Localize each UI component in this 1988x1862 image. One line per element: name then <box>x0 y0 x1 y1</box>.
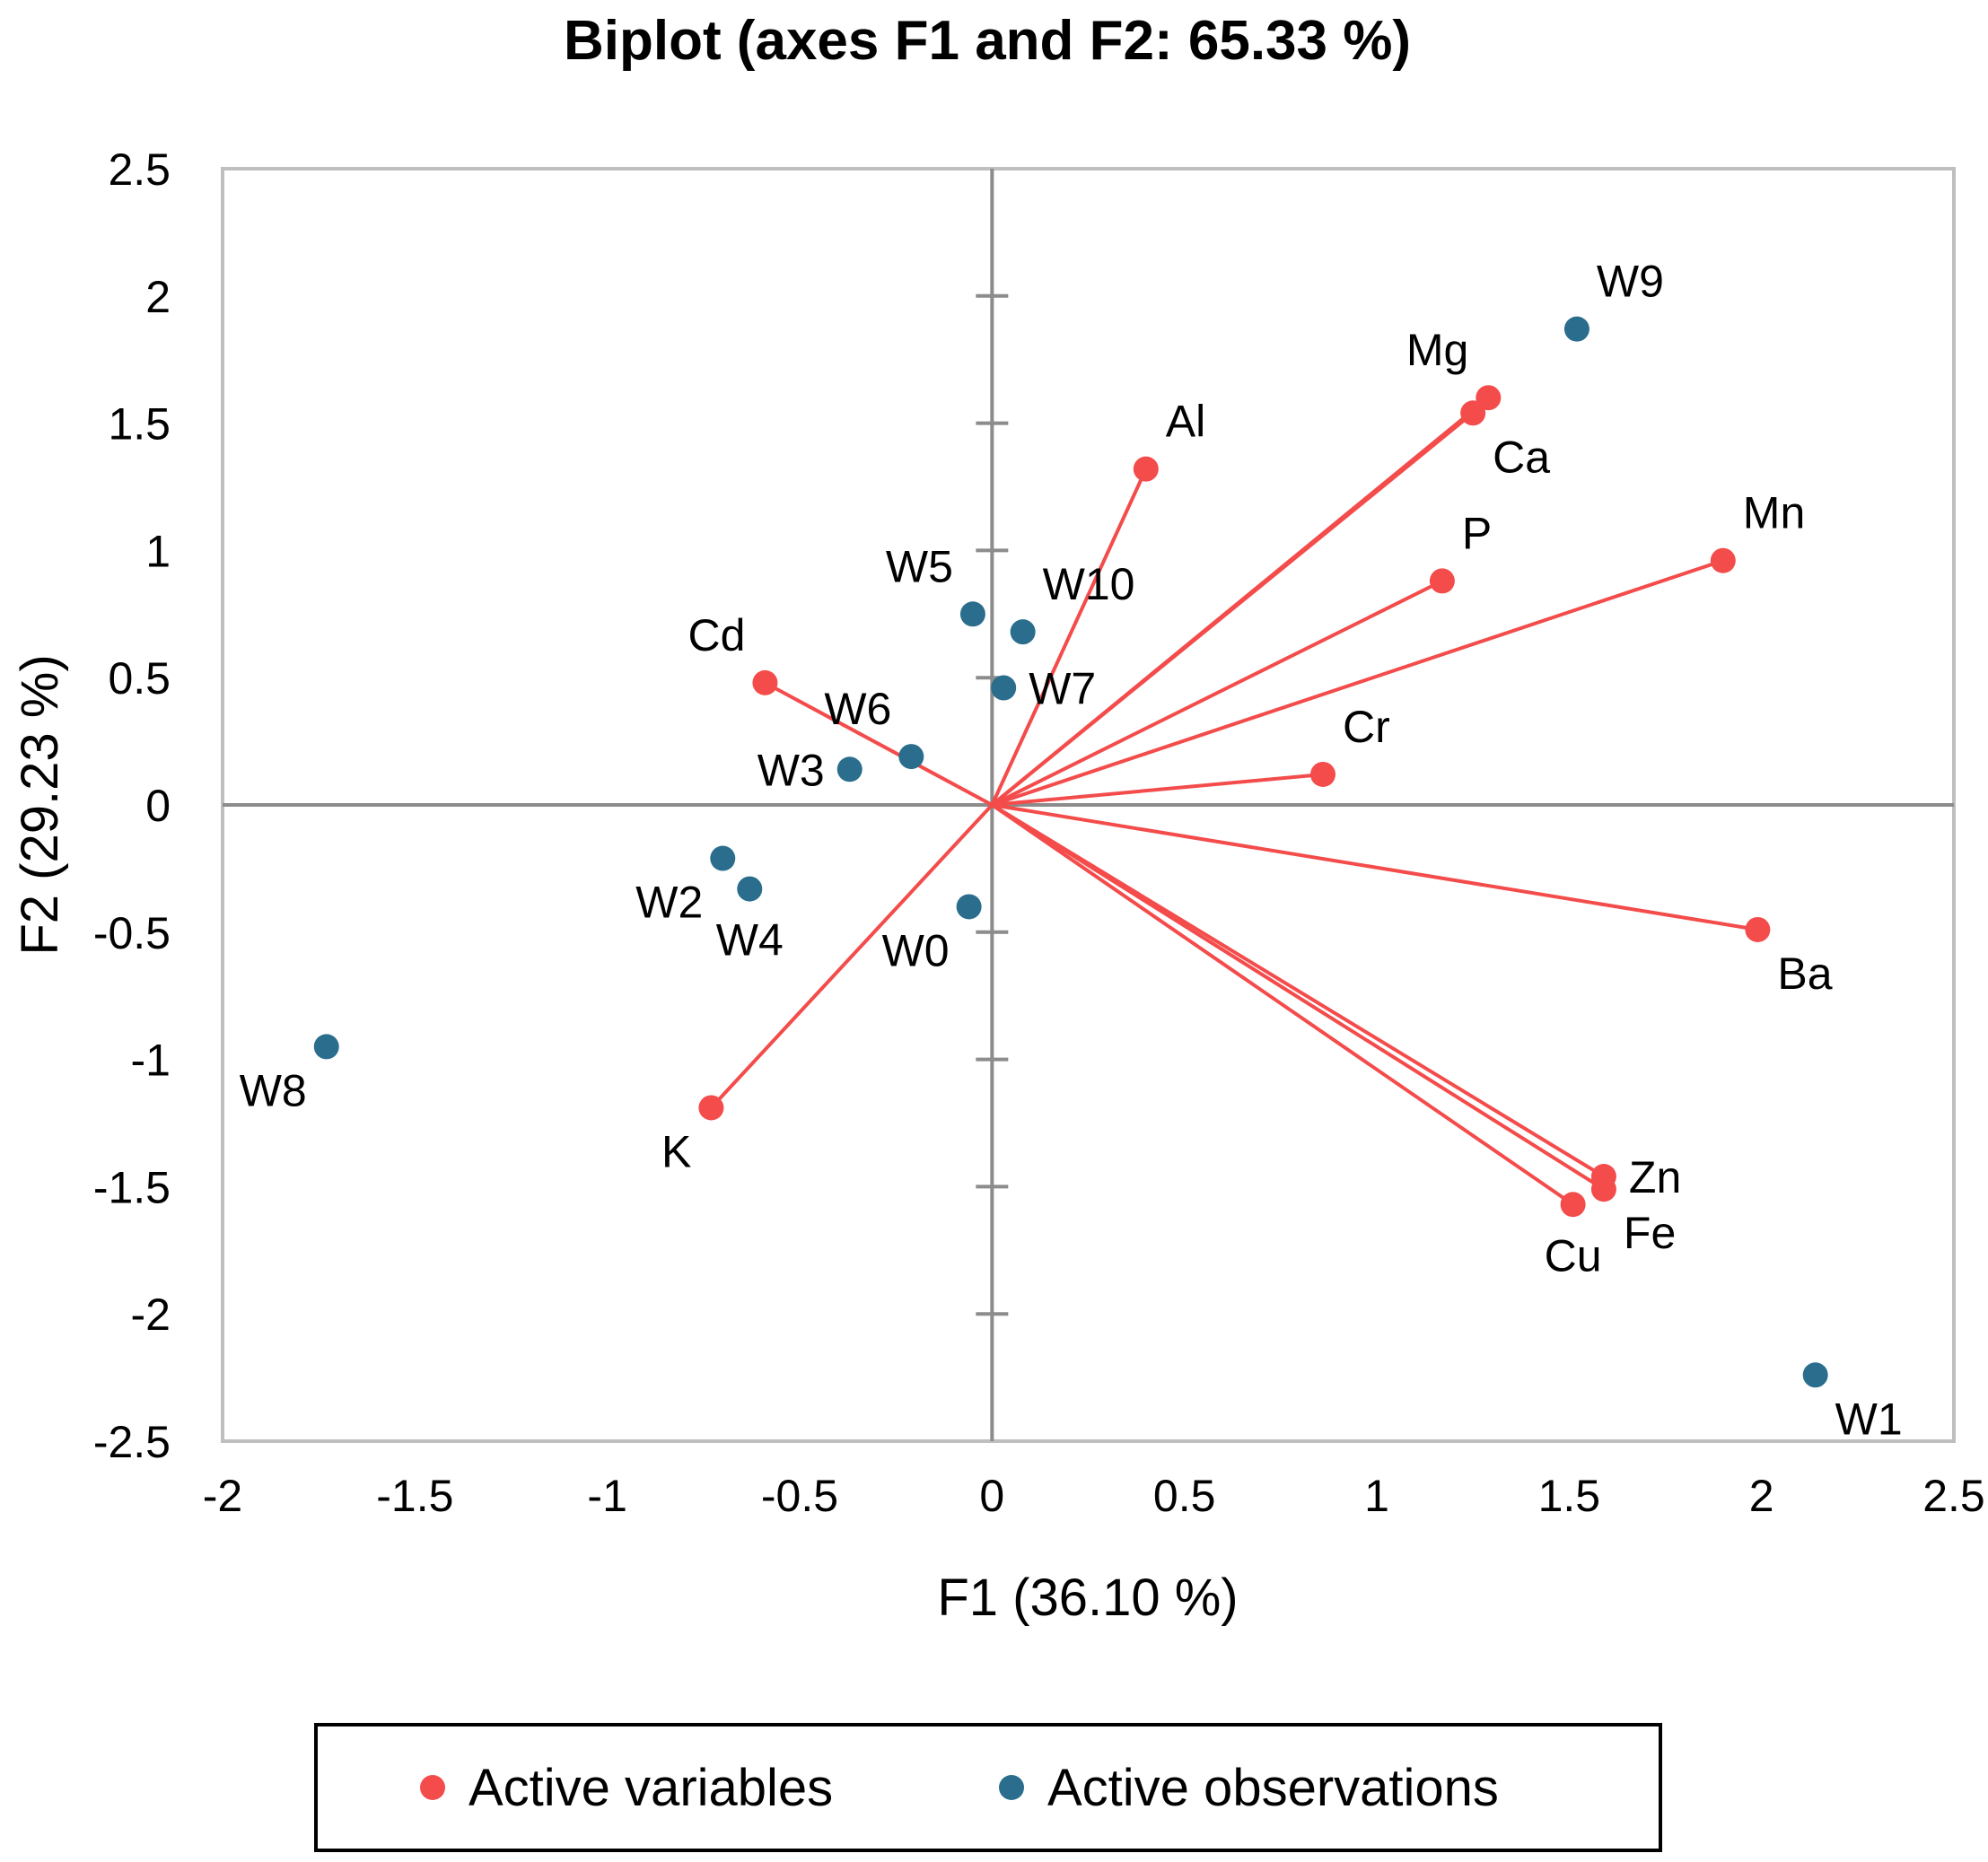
labels-layer: Al Mg CaP Mn Cr Cd K Ba Zn Fe Cu W9 W5 W10 W7 W6 W3 W2 W4 W… <box>240 257 1903 1445</box>
vector-k <box>709 803 994 1109</box>
point-label-mn: Mn <box>1743 488 1805 538</box>
vector-cu <box>991 803 1574 1206</box>
observation-point-w4 <box>737 876 763 902</box>
axes-layer <box>223 169 1954 1441</box>
variable-point-mn <box>1710 547 1736 573</box>
variable-point-cd <box>752 669 778 695</box>
point-label-cr: Cr <box>1343 702 1390 752</box>
variable-point-cu <box>1560 1192 1586 1218</box>
vector-p <box>991 579 1443 807</box>
x-axis-title: F1 (36.10 %) <box>937 1569 1238 1627</box>
x-tick-labels: -2 -1.5 -1 -0.5 0 0.5 1 1.5 2 2.5 <box>203 1471 1985 1521</box>
vector-ca <box>991 411 1475 807</box>
x-tick-label: -1.5 <box>376 1471 453 1521</box>
point-label-zn: Zn <box>1629 1152 1681 1202</box>
point-label-cu: Cu <box>1545 1230 1602 1281</box>
point-label-w8: W8 <box>240 1065 307 1115</box>
point-label-w2: W2 <box>635 878 703 928</box>
observation-point-w0 <box>956 894 982 920</box>
legend-label-active-observations: Active observations <box>1047 1759 1499 1817</box>
x-tick-label: -0.5 <box>761 1471 838 1521</box>
y-tick-label: -2.5 <box>93 1417 171 1467</box>
observation-point-w6 <box>898 744 924 770</box>
point-label-w6: W6 <box>824 684 891 734</box>
x-tick-label: 0 <box>979 1471 1004 1521</box>
variable-point-al <box>1133 456 1159 482</box>
point-label-w3: W3 <box>758 745 825 795</box>
point-label-fe: Fe <box>1624 1208 1676 1258</box>
points-layer <box>313 316 1828 1388</box>
y-axis-title: F2 (29.23 %) <box>11 654 69 955</box>
observation-point-w2 <box>710 845 736 871</box>
point-label-w10: W10 <box>1043 559 1135 609</box>
point-label-ca: Ca <box>1493 432 1550 482</box>
x-tick-label: 1.5 <box>1538 1471 1601 1521</box>
observation-point-w1 <box>1802 1362 1828 1388</box>
x-tick-label: -1 <box>587 1471 626 1521</box>
point-label-w1: W1 <box>1835 1394 1903 1444</box>
variable-point-mg <box>1476 385 1502 411</box>
x-tick-label: 0.5 <box>1153 1471 1216 1521</box>
observation-point-w10 <box>1010 619 1036 645</box>
point-label-mg: Mg <box>1406 325 1468 375</box>
variable-point-fe <box>1590 1176 1616 1202</box>
variable-point-k <box>698 1095 724 1121</box>
point-label-w4: W4 <box>716 915 784 966</box>
vector-cr <box>992 772 1324 807</box>
y-tick-labels: -2.5 -2 -1.5 -1 -0.5 0 0.5 1 1.5 2 2.5 <box>93 144 171 1467</box>
x-tick-label: 1 <box>1364 1471 1389 1521</box>
y-tick-label: -0.5 <box>93 908 171 958</box>
point-label-w7: W7 <box>1029 664 1096 714</box>
y-tick-label: -1 <box>131 1036 171 1086</box>
y-tick-label: 2.5 <box>108 144 171 195</box>
variable-point-p <box>1429 568 1455 594</box>
point-label-w5: W5 <box>886 541 953 591</box>
legend: Active variables Active observations <box>314 1723 1662 1852</box>
y-tick-label: 2 <box>145 272 171 322</box>
point-label-p: P <box>1462 508 1492 558</box>
vectors-layer <box>709 396 1758 1206</box>
point-label-al: Al <box>1166 397 1205 447</box>
observation-point-w9 <box>1563 316 1590 342</box>
y-tick-label: 0.5 <box>108 653 171 704</box>
chart-title: Biplot (axes F1 and F2: 65.33 %) <box>564 10 1411 72</box>
legend-marker-active-observations <box>999 1775 1024 1800</box>
variable-point-cr <box>1309 761 1336 787</box>
point-label-w0: W0 <box>882 925 950 975</box>
vector-zn <box>991 803 1605 1178</box>
point-label-w9: W9 <box>1597 257 1664 307</box>
observation-point-w7 <box>991 675 1017 701</box>
y-tick-label: 1 <box>145 526 171 576</box>
vector-fe <box>991 803 1605 1191</box>
vector-mn <box>991 558 1724 807</box>
y-tick-label: -2 <box>131 1289 171 1340</box>
x-tick-label: 2.5 <box>1922 1471 1985 1521</box>
y-tick-label: 0 <box>145 781 171 831</box>
x-tick-label: -2 <box>203 1471 242 1521</box>
legend-marker-active-variables <box>420 1775 445 1800</box>
observation-point-w8 <box>313 1034 339 1060</box>
legend-box <box>314 1723 1662 1852</box>
vector-ba <box>992 803 1758 931</box>
vector-cd <box>764 681 994 807</box>
point-label-k: K <box>661 1126 691 1176</box>
observation-point-w5 <box>959 601 985 627</box>
y-tick-label: -1.5 <box>93 1162 171 1212</box>
variable-point-ca <box>1460 400 1486 426</box>
x-tick-label: 2 <box>1749 1471 1774 1521</box>
observation-point-w3 <box>836 756 863 782</box>
legend-label-active-variables: Active variables <box>469 1759 833 1817</box>
vector-al <box>990 468 1148 806</box>
variable-point-ba <box>1745 916 1771 942</box>
y-tick-label: 1.5 <box>108 399 171 450</box>
point-label-ba: Ba <box>1777 948 1832 999</box>
point-label-cd: Cd <box>687 610 745 660</box>
